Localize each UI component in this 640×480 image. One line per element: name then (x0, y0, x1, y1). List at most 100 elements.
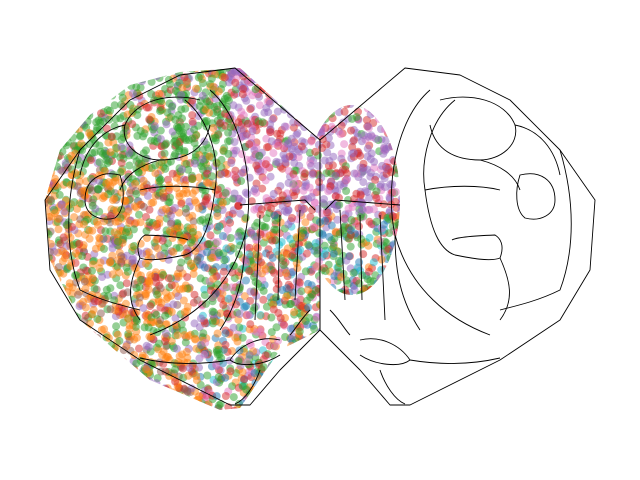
dot (327, 221, 336, 230)
dot (366, 315, 375, 324)
dot (105, 396, 114, 405)
dot (297, 302, 306, 311)
dot (316, 125, 325, 134)
dot (278, 382, 287, 391)
dot (383, 68, 392, 69)
dot (356, 294, 365, 303)
dot (400, 242, 408, 250)
dot (139, 396, 148, 405)
dot (391, 400, 400, 409)
dot (145, 388, 154, 397)
dot (45, 295, 46, 304)
dot (311, 239, 320, 248)
dot (282, 269, 290, 277)
dot (55, 129, 64, 138)
dot (306, 68, 314, 75)
dot (118, 68, 127, 76)
dot (167, 402, 176, 410)
dot (128, 89, 137, 98)
dot (251, 85, 260, 94)
dot (246, 320, 255, 329)
dot (93, 384, 102, 393)
dot (101, 375, 109, 384)
dot (327, 296, 336, 305)
dot (166, 404, 175, 410)
dot (317, 353, 326, 362)
dot (334, 263, 343, 272)
dot (49, 299, 58, 308)
dot (172, 395, 181, 404)
dot (179, 296, 188, 305)
dot (56, 363, 64, 371)
dot (69, 370, 78, 379)
dot (331, 301, 339, 310)
dot (401, 136, 409, 144)
dot (304, 194, 313, 203)
dot (271, 68, 280, 71)
dot (351, 342, 359, 351)
dot (382, 136, 390, 145)
dot (340, 78, 349, 87)
dot (304, 87, 313, 96)
dot (305, 345, 314, 354)
dot (307, 161, 316, 170)
dot (215, 222, 223, 231)
dot (55, 350, 64, 359)
dot (363, 307, 372, 316)
dot (257, 258, 265, 267)
dot (200, 350, 209, 359)
dot (62, 348, 71, 357)
dot (85, 404, 94, 410)
dot (79, 371, 88, 379)
dot (139, 304, 148, 313)
dot (220, 73, 229, 82)
dot (90, 351, 99, 360)
dot (167, 219, 175, 228)
dot (367, 383, 375, 392)
dot (352, 322, 361, 331)
dot (81, 347, 90, 356)
dot (57, 90, 66, 99)
dot (114, 404, 123, 410)
dot (344, 71, 353, 80)
dot (404, 257, 412, 265)
dot (342, 290, 350, 299)
dot (161, 329, 170, 338)
dot (370, 394, 379, 403)
dot (163, 68, 172, 69)
dot (168, 234, 177, 242)
dot (291, 402, 300, 410)
dot (394, 329, 400, 338)
dot (45, 268, 46, 277)
dot (323, 148, 332, 157)
dot (344, 204, 353, 213)
dot (89, 305, 98, 314)
dot (325, 400, 334, 409)
dot (71, 169, 80, 178)
dot (402, 96, 410, 104)
dot (257, 205, 266, 214)
dot (243, 190, 252, 199)
dot (334, 256, 343, 265)
dot (333, 77, 342, 86)
dot (167, 307, 176, 316)
dot (92, 100, 101, 109)
dot (160, 68, 168, 77)
dot (205, 240, 214, 249)
dot (280, 384, 289, 393)
dot (79, 297, 88, 306)
dot (130, 68, 139, 76)
dot (320, 195, 328, 204)
dot (109, 68, 118, 71)
dot (290, 191, 299, 200)
dot (45, 378, 54, 387)
dot (347, 68, 356, 70)
dot (356, 382, 365, 391)
dot (353, 68, 362, 73)
dot (55, 359, 64, 368)
dot (123, 288, 132, 297)
dot (343, 346, 351, 355)
dot (382, 299, 390, 308)
dot (402, 366, 410, 374)
dot (382, 365, 391, 374)
